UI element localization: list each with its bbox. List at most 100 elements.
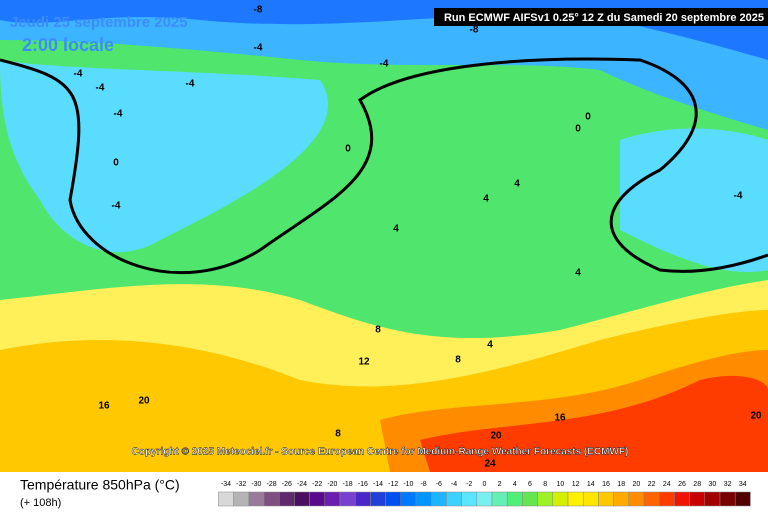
legend-swatch — [324, 491, 341, 507]
legend-swatch — [415, 491, 432, 507]
legend-swatch — [430, 491, 447, 507]
zero-isotherm — [0, 57, 768, 275]
legend-swatch — [704, 491, 721, 507]
legend-label: 6 — [528, 481, 532, 488]
contour-label: -4 — [74, 69, 83, 80]
copyright: Copyright © 2025 Meteociel.fr - Source E… — [132, 447, 629, 458]
cool-region — [620, 128, 768, 272]
legend-label: -22 — [312, 481, 322, 488]
cold-region — [0, 0, 768, 130]
legend-label: 34 — [739, 481, 747, 488]
legend-swatch — [582, 491, 599, 507]
legend-swatch — [506, 491, 523, 507]
legend-swatch — [552, 491, 569, 507]
legend-swatch — [734, 491, 751, 507]
legend-label: 26 — [678, 481, 686, 488]
contour-label: -4 — [186, 79, 195, 90]
contour-label: 16 — [98, 401, 110, 412]
legend-swatch — [674, 491, 690, 507]
legend-label: 16 — [602, 481, 610, 488]
legend-label: -4 — [451, 481, 457, 488]
contour-label: 20 — [490, 431, 502, 442]
contour-label: -8 — [254, 5, 263, 16]
legend-label: 28 — [693, 481, 701, 488]
cool-region — [0, 60, 328, 253]
legend-label: -16 — [358, 481, 368, 488]
contour-label: 0 — [575, 124, 581, 135]
footer-title: Température 850hPa (°C) — [20, 477, 180, 493]
legend-swatch — [461, 491, 478, 507]
forecast-date: Jeudi 25 septembre 2025 — [10, 14, 188, 31]
legend-label: -24 — [297, 481, 307, 488]
legend-swatch — [628, 491, 645, 507]
legend-swatch — [233, 491, 250, 507]
legend-swatch — [613, 491, 630, 507]
forecast-time: 2:00 locale — [22, 35, 114, 55]
legend-label: 30 — [709, 481, 717, 488]
legend-swatch — [309, 491, 326, 507]
legend-label: 10 — [557, 481, 565, 488]
legend-label: -20 — [327, 481, 337, 488]
contour-label: 4 — [514, 179, 520, 190]
contour-label: 4 — [483, 194, 489, 205]
contour-label: -4 — [96, 83, 105, 94]
contour-label: 4 — [575, 268, 581, 279]
legend-label: 20 — [633, 481, 641, 488]
legend-swatch — [339, 491, 356, 507]
contour-label: 20 — [138, 396, 150, 407]
legend-swatch — [658, 491, 675, 507]
contour-label: -4 — [734, 191, 743, 202]
legend-swatch — [248, 491, 265, 507]
legend-swatch — [218, 491, 234, 507]
legend-swatch — [263, 491, 280, 507]
legend-label: 8 — [543, 481, 547, 488]
contour-label: -4 — [380, 59, 389, 70]
legend-label: -12 — [388, 481, 398, 488]
run-info: Run ECMWF AIFSv1 0.25° 12 Z du Samedi 20… — [444, 12, 764, 24]
hot-region — [420, 375, 768, 472]
legend-swatch — [354, 491, 371, 507]
legend-swatch — [385, 491, 402, 507]
legend-swatch — [522, 491, 538, 507]
legend-swatch — [491, 491, 508, 507]
contour-label: 4 — [393, 224, 399, 235]
legend-swatch — [370, 491, 386, 507]
legend-label: 2 — [498, 481, 502, 488]
legend-label: 12 — [572, 481, 580, 488]
footer-subtitle: (+ 108h) — [20, 497, 61, 509]
legend-label: -2 — [466, 481, 472, 488]
contour-label: 8 — [375, 325, 381, 336]
legend-swatch — [643, 491, 660, 507]
legend-swatch — [689, 491, 706, 507]
legend-swatch — [400, 491, 417, 507]
contour-label: 12 — [358, 357, 370, 368]
contour-label: 0 — [345, 144, 351, 155]
legend-label: 0 — [482, 481, 486, 488]
legend-label: -6 — [436, 481, 442, 488]
contour-label: 24 — [484, 459, 496, 470]
legend-label: -28 — [267, 481, 277, 488]
legend-label: 14 — [587, 481, 595, 488]
legend-label: -26 — [282, 481, 292, 488]
contour-label: 4 — [487, 340, 493, 351]
legend-label: 32 — [724, 481, 732, 488]
legend-label: 18 — [617, 481, 625, 488]
cold-region — [0, 0, 768, 60]
legend-swatch — [294, 491, 310, 507]
legend-swatch — [278, 491, 295, 507]
contour-label: 20 — [750, 411, 762, 422]
legend-swatch — [537, 491, 554, 507]
contour-label: -4 — [114, 109, 123, 120]
legend-label: 4 — [513, 481, 517, 488]
legend-swatch — [476, 491, 493, 507]
contour-label: 0 — [113, 158, 119, 169]
legend-swatch — [446, 491, 462, 507]
legend-swatch — [567, 491, 584, 507]
contour-label: 16 — [554, 413, 566, 424]
contour-label: 8 — [455, 355, 461, 366]
run-banner — [434, 8, 768, 26]
contour-label: -8 — [470, 25, 479, 36]
legend-label: -8 — [420, 481, 426, 488]
contour-label: 8 — [335, 429, 341, 440]
